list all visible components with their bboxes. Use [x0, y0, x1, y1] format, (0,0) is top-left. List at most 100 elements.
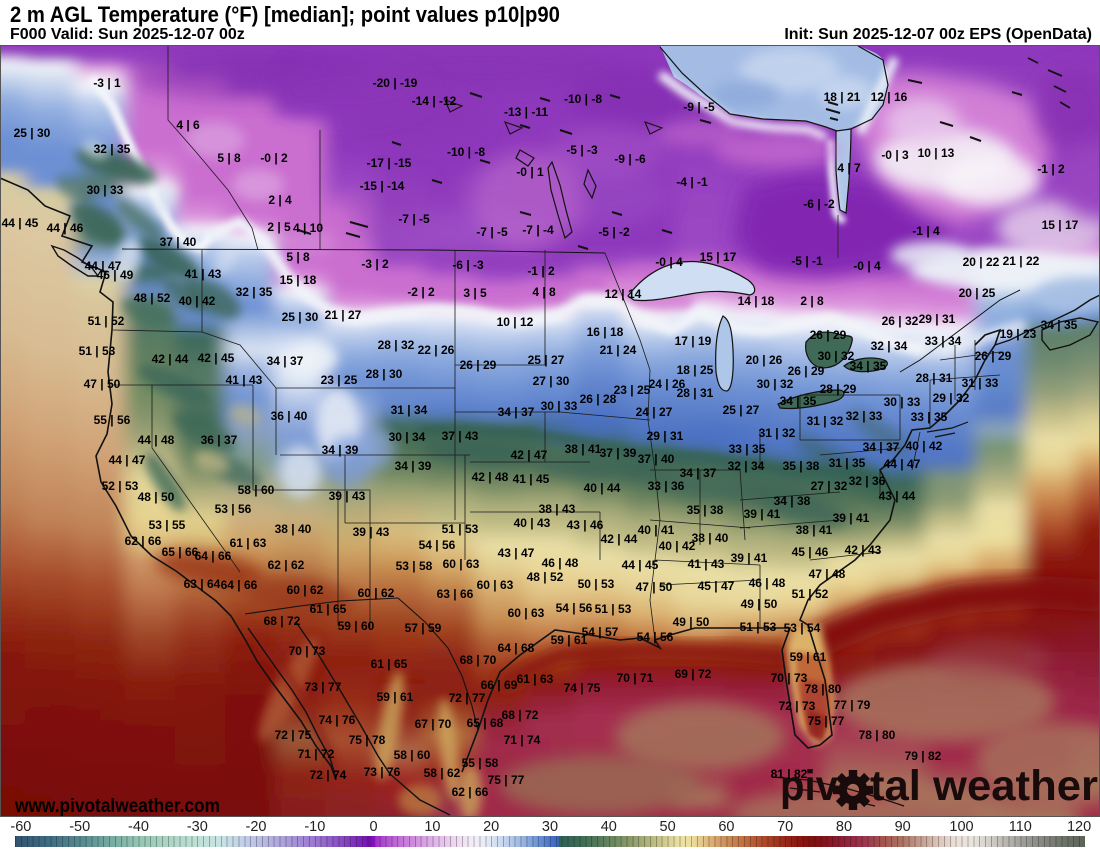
svg-text:15 | 18: 15 | 18 [280, 273, 317, 287]
svg-text:24 | 27: 24 | 27 [636, 405, 673, 419]
svg-text:59 | 61: 59 | 61 [551, 633, 588, 647]
svg-text:47 | 48: 47 | 48 [809, 567, 846, 581]
svg-text:-7 | -4: -7 | -4 [522, 223, 554, 237]
svg-text:54 | 57: 54 | 57 [582, 625, 619, 639]
svg-text:38 | 40: 38 | 40 [275, 522, 312, 536]
svg-text:41 | 43: 41 | 43 [226, 373, 263, 387]
svg-text:4 | 8: 4 | 8 [532, 285, 556, 299]
svg-text:36 | 40: 36 | 40 [271, 409, 308, 423]
svg-text:26 | 29: 26 | 29 [810, 328, 847, 342]
svg-text:79 | 82: 79 | 82 [905, 749, 942, 763]
svg-text:59 | 61: 59 | 61 [790, 650, 827, 664]
svg-text:61 | 63: 61 | 63 [517, 672, 554, 686]
svg-text:-1 | 2: -1 | 2 [1037, 162, 1065, 176]
svg-text:15 | 17: 15 | 17 [1042, 218, 1079, 232]
svg-text:49 | 50: 49 | 50 [741, 597, 778, 611]
svg-text:50 | 53: 50 | 53 [578, 577, 615, 591]
svg-text:2 | 4: 2 | 4 [268, 193, 292, 207]
svg-text:72 | 75: 72 | 75 [275, 728, 312, 742]
svg-text:73 | 76: 73 | 76 [364, 765, 401, 779]
svg-text:46 | 48: 46 | 48 [542, 556, 579, 570]
svg-text:72 | 73: 72 | 73 [779, 699, 816, 713]
svg-text:70 | 71: 70 | 71 [617, 671, 654, 685]
svg-text:32 | 34: 32 | 34 [871, 339, 908, 353]
svg-text:54 | 56: 54 | 56 [637, 630, 674, 644]
svg-text:38 | 40: 38 | 40 [692, 531, 729, 545]
svg-text:32 | 35: 32 | 35 [94, 142, 131, 156]
svg-text:28 | 31: 28 | 31 [677, 386, 714, 400]
svg-text:21 | 27: 21 | 27 [325, 308, 362, 322]
svg-text:12 | 14: 12 | 14 [605, 287, 642, 301]
svg-text:24 | 26: 24 | 26 [649, 377, 686, 391]
svg-text:46 | 48: 46 | 48 [749, 576, 786, 590]
svg-text:-1 | 4: -1 | 4 [912, 224, 940, 238]
svg-text:30 | 34: 30 | 34 [389, 430, 426, 444]
svg-text:34 | 37: 34 | 37 [267, 354, 304, 368]
svg-text:39 | 41: 39 | 41 [833, 511, 870, 525]
svg-text:45 | 46: 45 | 46 [792, 545, 829, 559]
svg-text:26 | 28: 26 | 28 [580, 392, 617, 406]
svg-text:58 | 60: 58 | 60 [394, 748, 431, 762]
svg-text:53 | 58: 53 | 58 [396, 559, 433, 573]
svg-text:14 | 18: 14 | 18 [738, 294, 775, 308]
svg-text:41 | 43: 41 | 43 [688, 557, 725, 571]
svg-text:31 | 32: 31 | 32 [759, 426, 796, 440]
svg-text:26 | 29: 26 | 29 [460, 358, 497, 372]
svg-text:51 | 53: 51 | 53 [79, 344, 116, 358]
svg-text:31 | 33: 31 | 33 [962, 376, 999, 390]
svg-text:30 | 32: 30 | 32 [757, 377, 794, 391]
svg-text:30 | 33: 30 | 33 [541, 399, 578, 413]
svg-text:18 | 25: 18 | 25 [677, 363, 714, 377]
svg-text:tal weather: tal weather [870, 762, 1098, 810]
svg-text:-7 | -5: -7 | -5 [398, 212, 430, 226]
svg-text:54 | 56: 54 | 56 [556, 601, 593, 615]
svg-text:-20 | -19: -20 | -19 [373, 76, 418, 90]
svg-text:29 | 32: 29 | 32 [933, 391, 970, 405]
svg-text:28 | 30: 28 | 30 [366, 367, 403, 381]
svg-text:piv: piv [780, 762, 838, 810]
svg-text:78 | 80: 78 | 80 [859, 728, 896, 742]
svg-text:-6 | -3: -6 | -3 [452, 258, 484, 272]
svg-text:42 | 48: 42 | 48 [472, 470, 509, 484]
svg-text:44 | 45: 44 | 45 [622, 558, 659, 572]
svg-text:-14 | -12: -14 | -12 [412, 94, 457, 108]
svg-text:60 | 62: 60 | 62 [287, 583, 324, 597]
svg-text:19 | 23: 19 | 23 [1000, 327, 1037, 341]
svg-text:59 | 61: 59 | 61 [377, 690, 414, 704]
svg-text:40 | 42: 40 | 42 [659, 539, 696, 553]
svg-text:47 | 50: 47 | 50 [84, 377, 121, 391]
svg-text:4 | 6: 4 | 6 [176, 118, 200, 132]
svg-text:71 | 74: 71 | 74 [504, 733, 541, 747]
svg-text:65 | 66: 65 | 66 [162, 545, 199, 559]
svg-text:-9 | -6: -9 | -6 [614, 152, 646, 166]
svg-text:72 | 74: 72 | 74 [310, 768, 347, 782]
svg-text:38 | 41: 38 | 41 [565, 442, 602, 456]
svg-text:48 | 50: 48 | 50 [138, 490, 175, 504]
svg-text:-9 | -5: -9 | -5 [683, 100, 715, 114]
svg-text:-0 | 2: -0 | 2 [260, 151, 288, 165]
svg-text:44 | 46: 44 | 46 [47, 221, 84, 235]
svg-text:22 | 26: 22 | 26 [418, 343, 455, 357]
svg-text:77 | 79: 77 | 79 [834, 698, 871, 712]
svg-text:2 | 8: 2 | 8 [800, 294, 824, 308]
svg-text:30 | 32: 30 | 32 [818, 349, 855, 363]
svg-text:44 | 45: 44 | 45 [2, 216, 39, 230]
svg-text:61 | 65: 61 | 65 [371, 657, 408, 671]
svg-text:45 | 47: 45 | 47 [698, 579, 735, 593]
svg-text:16 | 18: 16 | 18 [587, 325, 624, 339]
svg-text:32 | 34: 32 | 34 [728, 459, 765, 473]
svg-text:-15 | -14: -15 | -14 [360, 179, 405, 193]
svg-text:21 | 22: 21 | 22 [1003, 254, 1040, 268]
svg-text:27 | 32: 27 | 32 [811, 479, 848, 493]
svg-text:61 | 65: 61 | 65 [310, 602, 347, 616]
svg-text:63 | 66: 63 | 66 [437, 587, 474, 601]
svg-text:54 | 56: 54 | 56 [419, 538, 456, 552]
svg-text:17 | 19: 17 | 19 [675, 334, 712, 348]
svg-text:62 | 66: 62 | 66 [125, 534, 162, 548]
svg-text:25 | 30: 25 | 30 [282, 310, 319, 324]
svg-text:52 | 53: 52 | 53 [102, 479, 139, 493]
svg-text:48 | 52: 48 | 52 [134, 291, 171, 305]
svg-text:75 | 77: 75 | 77 [488, 773, 525, 787]
svg-text:78 | 80: 78 | 80 [805, 682, 842, 696]
svg-text:40 | 43: 40 | 43 [514, 516, 551, 530]
